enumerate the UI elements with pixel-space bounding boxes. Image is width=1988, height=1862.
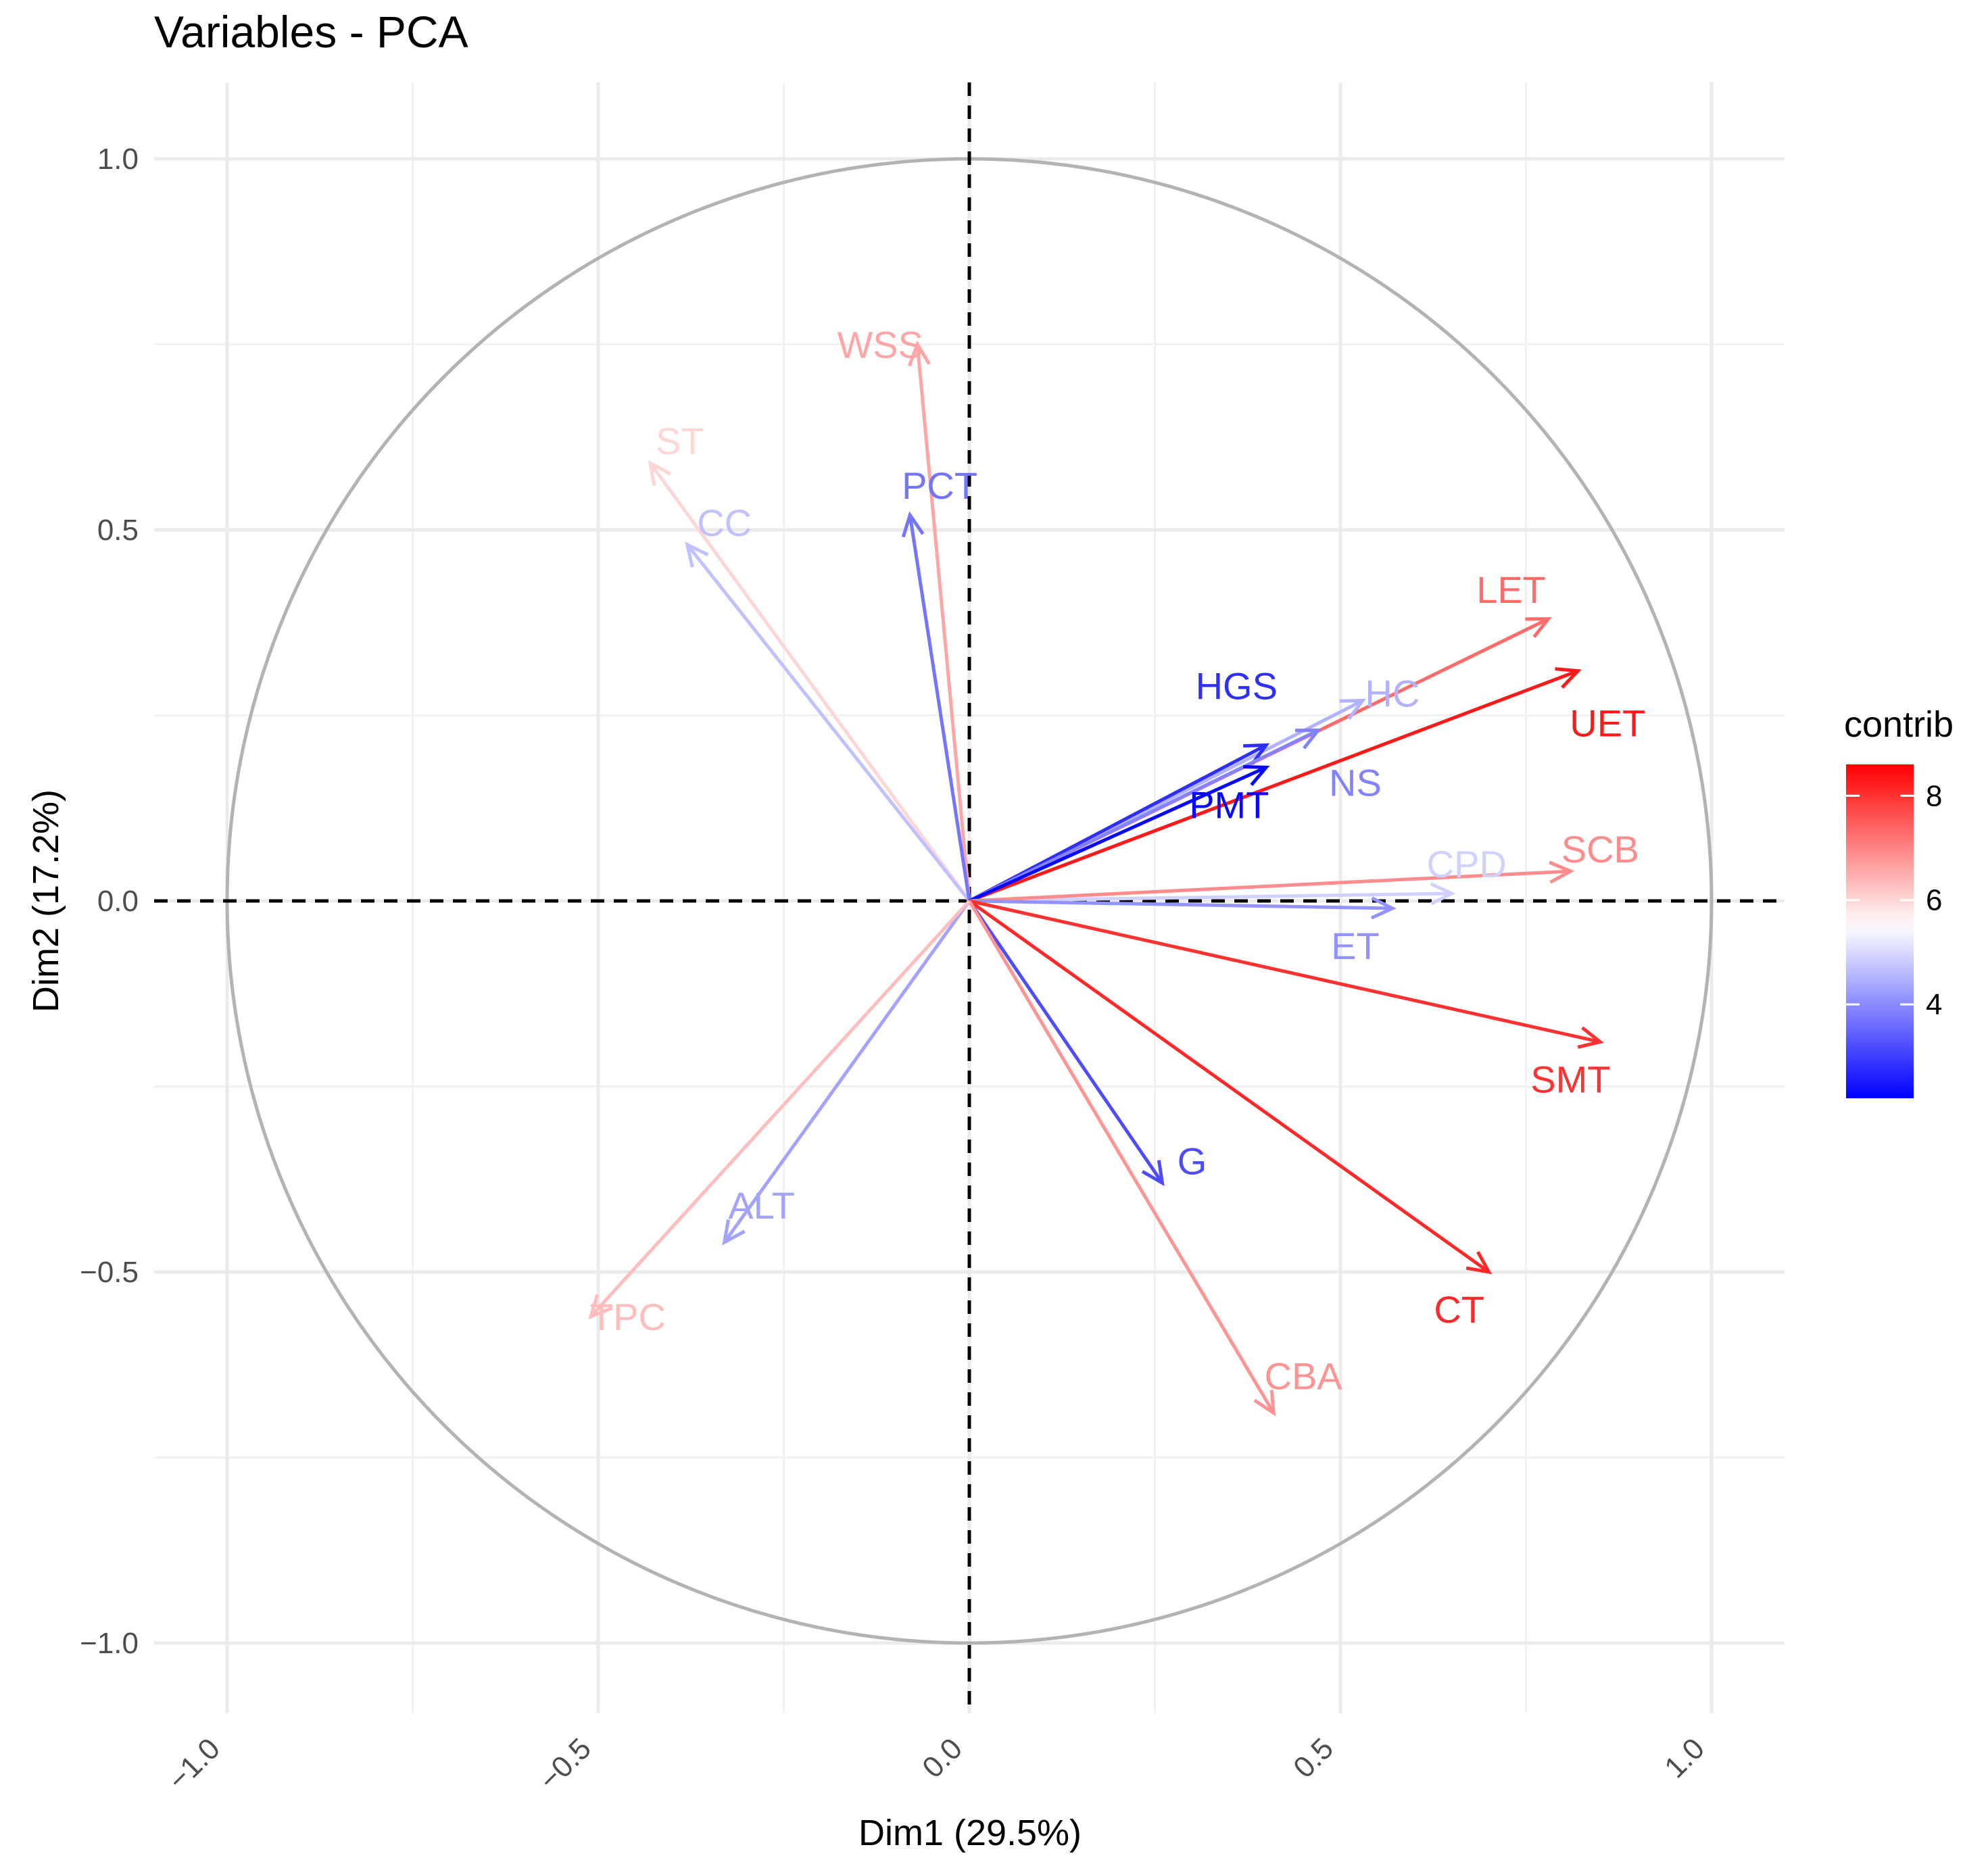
- arrowhead-pct: [901, 511, 925, 538]
- arrow-cpd: [969, 891, 1452, 903]
- legend: contrib 4 6 8: [1844, 704, 1954, 1098]
- arrowhead-uet: [1555, 667, 1582, 689]
- arrowhead-ct: [1465, 1250, 1493, 1275]
- arrow-cba: [967, 900, 1276, 1414]
- arrowhead-ns: [1295, 728, 1322, 750]
- label-wss: WSS: [837, 324, 923, 366]
- legend-tick-label: 4: [1926, 988, 1942, 1021]
- arrowhead-tpc: [588, 1294, 613, 1320]
- arrowhead-cba: [1253, 1390, 1276, 1417]
- arrowhead-smt: [1577, 1026, 1604, 1049]
- arrowhead-cpd: [1430, 882, 1456, 906]
- x-tick-label: 0.5: [1287, 1732, 1340, 1784]
- label-scb: SCB: [1561, 828, 1639, 871]
- legend-colorbar: [1846, 764, 1914, 1098]
- arrow-st: [648, 462, 971, 902]
- arrow-cc: [685, 543, 971, 902]
- y-tick-label: −0.5: [80, 1256, 139, 1289]
- legend-title: contrib: [1844, 704, 1954, 745]
- arrowhead-g: [1141, 1160, 1165, 1186]
- arrow-alt: [723, 900, 971, 1244]
- legend-tick-label: 8: [1926, 779, 1942, 812]
- arrow-et: [969, 899, 1392, 910]
- label-uet: UET: [1570, 702, 1645, 744]
- y-axis-label: Dim2 (17.2%): [26, 789, 66, 1012]
- arrowhead-cc: [685, 541, 709, 568]
- x-tick-label: 0.0: [916, 1732, 969, 1784]
- variable-arrows: [588, 340, 1604, 1417]
- label-cc: CC: [697, 501, 752, 544]
- legend-tick-label: 6: [1926, 884, 1942, 917]
- x-axis-ticks: −1.0 −0.5 0.0 0.5 1.0: [162, 1732, 1711, 1796]
- arrow-g: [967, 900, 1164, 1184]
- label-smt: SMT: [1530, 1058, 1610, 1101]
- arrow-smt: [969, 899, 1601, 1044]
- x-tick-label: −0.5: [533, 1732, 598, 1796]
- arrow-tpc: [589, 900, 971, 1318]
- y-tick-label: −1.0: [80, 1627, 139, 1660]
- arrowhead-let: [1525, 617, 1552, 638]
- arrowhead-hc: [1339, 698, 1367, 720]
- chart-title: Variables - PCA: [154, 7, 468, 57]
- label-ct: CT: [1434, 1288, 1484, 1331]
- arrowhead-scb: [1549, 860, 1575, 884]
- arrow-pmt: [968, 766, 1267, 903]
- label-hc: HC: [1365, 672, 1420, 715]
- arrowhead-pmt: [1243, 764, 1270, 786]
- arrowhead-et: [1370, 896, 1397, 920]
- label-alt: ALT: [728, 1184, 795, 1227]
- arrow-scb: [969, 869, 1571, 903]
- x-tick-label: 1.0: [1658, 1732, 1711, 1784]
- arrowhead-hgs: [1243, 743, 1270, 765]
- arrowhead-wss: [907, 340, 931, 367]
- label-cpd: CPD: [1427, 843, 1507, 885]
- label-let: LET: [1476, 568, 1546, 611]
- y-axis-ticks: −1.0 −0.5 0.0 0.5 1.0: [80, 143, 139, 1660]
- label-tpc: TPC: [590, 1296, 666, 1338]
- arrow-ct: [968, 899, 1490, 1274]
- label-pmt: PMT: [1189, 783, 1269, 826]
- x-tick-label: −1.0: [162, 1732, 226, 1796]
- label-pct: PCT: [902, 464, 977, 507]
- arrow-wss: [915, 344, 971, 902]
- label-ns: NS: [1329, 761, 1382, 804]
- arrowhead-st: [648, 460, 672, 487]
- arrowhead-alt: [722, 1219, 746, 1246]
- arrow-ns: [968, 729, 1319, 903]
- arrow-pct: [908, 514, 971, 902]
- x-axis-label: Dim1 (29.5%): [858, 1813, 1082, 1853]
- label-cba: CBA: [1265, 1355, 1343, 1398]
- y-tick-label: 0.5: [97, 514, 139, 547]
- y-tick-label: 1.0: [97, 143, 139, 176]
- label-st: ST: [656, 420, 704, 462]
- label-g: G: [1178, 1140, 1207, 1182]
- variable-labels: WSS ST CC PCT LET UET HC HGS NS PMT CPD SCB ET SMT G CT…: [590, 324, 1645, 1398]
- y-tick-label: 0.0: [97, 885, 139, 918]
- arrow-uet: [969, 669, 1579, 903]
- label-hgs: HGS: [1196, 665, 1278, 708]
- legend-ticks: 4 6 8: [1846, 779, 1942, 1021]
- label-et: ET: [1331, 925, 1380, 967]
